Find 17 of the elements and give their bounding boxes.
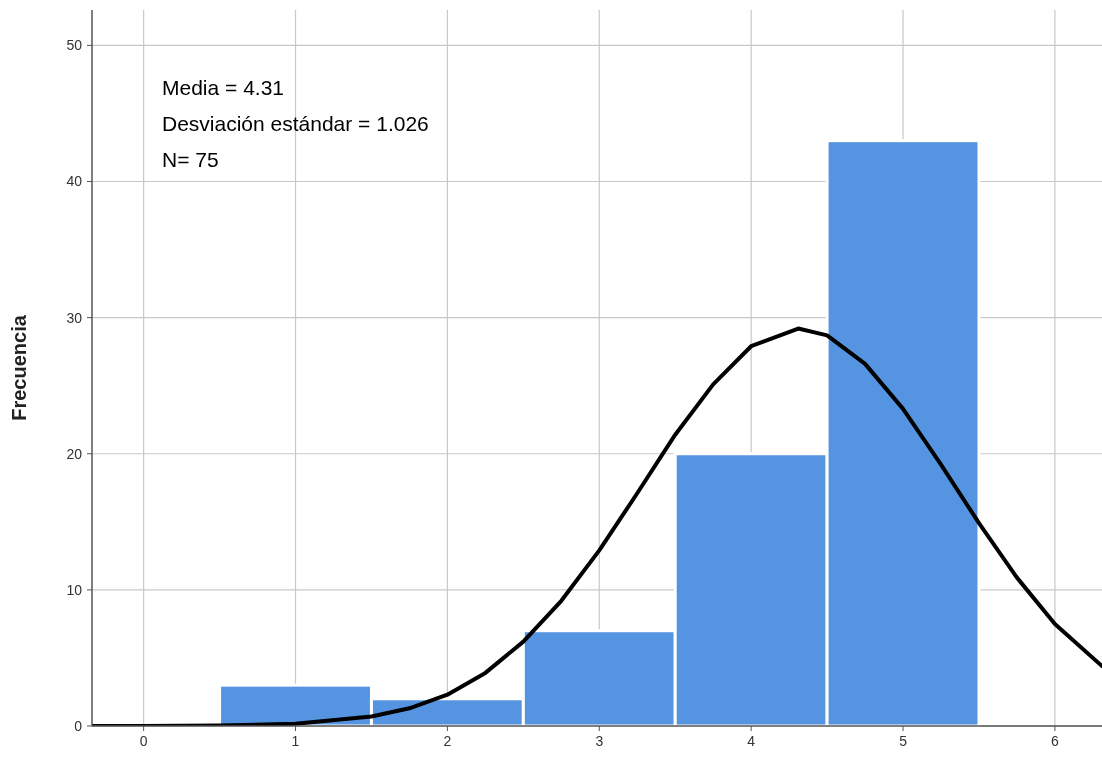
y-tick-label: 0 [74, 717, 83, 734]
x-tick-label: 1 [291, 733, 300, 749]
x-tick-label: 3 [595, 733, 604, 749]
y-tick-label: 20 [66, 445, 83, 462]
annotation: Media = 4.31 [162, 76, 285, 99]
y-tick-label: 10 [66, 581, 83, 598]
x-tick-label: 0 [139, 733, 148, 749]
annotation: Desviación estándar = 1.026 [162, 112, 429, 135]
annotation: N= 75 [162, 148, 219, 171]
x-tick-label: 4 [747, 733, 756, 749]
y-axis-title: Frecuencia [8, 314, 30, 421]
x-tick-label: 6 [1051, 733, 1060, 749]
x-tick-label: 5 [899, 733, 908, 749]
y-tick-label: 40 [66, 173, 83, 190]
y-tick-label: 30 [66, 309, 83, 326]
y-tick-label: 50 [66, 37, 83, 54]
x-tick-label: 2 [443, 733, 452, 749]
